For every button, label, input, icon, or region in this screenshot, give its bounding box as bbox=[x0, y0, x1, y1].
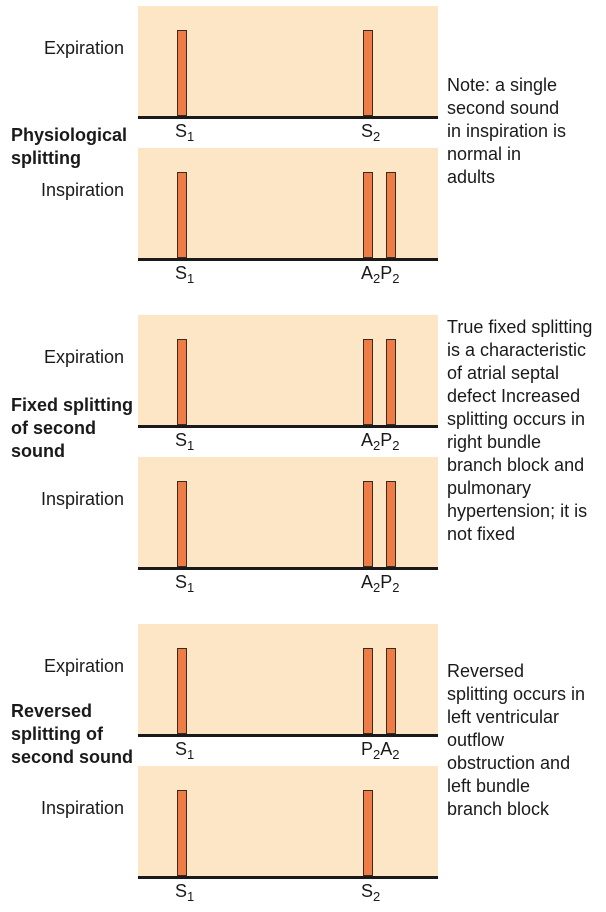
s2-label-reversed-expiration-letter: A bbox=[380, 739, 393, 759]
s2-label-physiological-inspiration-letter: P bbox=[380, 263, 393, 283]
baseline-reversed-expiration bbox=[138, 734, 438, 737]
s1-label-physiological-inspiration-letter: S bbox=[175, 263, 188, 283]
s1-bar-physiological-expiration bbox=[177, 30, 187, 116]
s1-label-fixed-inspiration-letter: S bbox=[175, 572, 188, 592]
s2-label-physiological-inspiration-subscript: 2 bbox=[392, 271, 400, 286]
s2-label-fixed-inspiration-letter: A bbox=[361, 572, 374, 592]
s1-label-physiological-expiration-letter: S bbox=[175, 121, 188, 141]
baseline-physiological-expiration bbox=[138, 116, 438, 119]
section-note-physiological: Note: a single second sound in inspirati… bbox=[447, 75, 567, 187]
s2-label-fixed-inspiration-letter: P bbox=[380, 572, 393, 592]
phase-label-physiological-expiration: Expiration bbox=[43, 38, 124, 58]
s2-bar-fixed-inspiration-2 bbox=[386, 481, 396, 567]
section-title-fixed: Fixed splitting of second sound bbox=[11, 395, 134, 461]
baseline-fixed-expiration bbox=[138, 425, 438, 428]
s2-label-reversed-expiration-subscript: 2 bbox=[373, 747, 381, 762]
s2-label-fixed-expiration-subscript: 2 bbox=[392, 438, 400, 453]
s1-label-fixed-expiration-subscript: 1 bbox=[187, 438, 195, 453]
s1-label-fixed-expiration: S1 bbox=[175, 430, 195, 453]
s2-label-physiological-inspiration-letter: A bbox=[361, 263, 374, 283]
s2-bar-fixed-expiration-1 bbox=[363, 339, 373, 425]
s2-bar-fixed-expiration-2 bbox=[386, 339, 396, 425]
s2-bar-reversed-expiration-1 bbox=[363, 648, 373, 734]
s1-bar-reversed-inspiration bbox=[177, 790, 187, 876]
s2-bar-physiological-expiration-1 bbox=[363, 30, 373, 116]
s2-label-physiological-inspiration: A2P2 bbox=[361, 263, 400, 286]
s2-bar-reversed-inspiration-1 bbox=[363, 790, 373, 876]
section-note-fixed: True fixed splitting is a characteristic… bbox=[447, 317, 593, 544]
phase-label-reversed-expiration: Expiration bbox=[43, 656, 124, 676]
phase-label-fixed-inspiration: Inspiration bbox=[40, 489, 124, 509]
phase-label-reversed-inspiration: Inspiration bbox=[40, 798, 124, 818]
s1-label-reversed-inspiration-letter: S bbox=[175, 881, 188, 901]
s2-bar-reversed-expiration-2 bbox=[386, 648, 396, 734]
s2-label-reversed-expiration-letter: P bbox=[361, 739, 374, 759]
section-title-physiological: Physiological splitting bbox=[11, 125, 128, 168]
s2-label-reversed-inspiration-subscript: 2 bbox=[373, 889, 381, 904]
panel-physiological-expiration bbox=[138, 6, 438, 116]
s2-label-fixed-inspiration: A2P2 bbox=[361, 572, 400, 595]
panel-reversed-inspiration bbox=[138, 766, 438, 876]
s2-label-reversed-expiration: P2A2 bbox=[361, 739, 400, 762]
s2-label-fixed-expiration-subscript: 2 bbox=[373, 438, 381, 453]
s2-bar-physiological-inspiration-2 bbox=[386, 172, 396, 258]
s2-label-fixed-inspiration-subscript: 2 bbox=[392, 580, 400, 595]
section-title-reversed: Reversed splitting of second sound bbox=[11, 701, 134, 767]
s2-label-reversed-expiration-subscript: 2 bbox=[392, 747, 400, 762]
s2-label-physiological-inspiration-subscript: 2 bbox=[373, 271, 381, 286]
s2-label-fixed-expiration-letter: A bbox=[361, 430, 374, 450]
s2-label-physiological-expiration-subscript: 2 bbox=[373, 129, 381, 144]
s1-bar-reversed-expiration bbox=[177, 648, 187, 734]
s1-label-fixed-inspiration-subscript: 1 bbox=[187, 580, 195, 595]
s1-label-reversed-expiration-letter: S bbox=[175, 739, 188, 759]
s2-label-physiological-expiration-letter: S bbox=[361, 121, 374, 141]
s2-bar-physiological-inspiration-1 bbox=[363, 172, 373, 258]
s1-label-reversed-inspiration-subscript: 1 bbox=[187, 889, 195, 904]
section-note-reversed: Reversed splitting occurs in left ventri… bbox=[447, 661, 586, 819]
s1-label-fixed-expiration-letter: S bbox=[175, 430, 188, 450]
s1-label-physiological-inspiration-subscript: 1 bbox=[187, 271, 195, 286]
s2-label-reversed-inspiration: S2 bbox=[361, 881, 381, 904]
s1-bar-fixed-expiration bbox=[177, 339, 187, 425]
s2-bar-fixed-inspiration-1 bbox=[363, 481, 373, 567]
s2-label-reversed-inspiration-letter: S bbox=[361, 881, 374, 901]
s1-label-physiological-inspiration: S1 bbox=[175, 263, 195, 286]
s1-label-physiological-expiration-subscript: 1 bbox=[187, 129, 195, 144]
s1-label-reversed-expiration-subscript: 1 bbox=[187, 747, 195, 762]
baseline-fixed-inspiration bbox=[138, 567, 438, 570]
phase-label-physiological-inspiration: Inspiration bbox=[40, 180, 124, 200]
s2-label-fixed-expiration: A2P2 bbox=[361, 430, 400, 453]
s2-label-physiological-expiration: S2 bbox=[361, 121, 381, 144]
s2-label-fixed-expiration-letter: P bbox=[380, 430, 393, 450]
phase-label-fixed-expiration: Expiration bbox=[43, 347, 124, 367]
baseline-reversed-inspiration bbox=[138, 876, 438, 879]
s1-label-physiological-expiration: S1 bbox=[175, 121, 195, 144]
s1-label-fixed-inspiration: S1 bbox=[175, 572, 195, 595]
s1-label-reversed-inspiration: S1 bbox=[175, 881, 195, 904]
s1-bar-fixed-inspiration bbox=[177, 481, 187, 567]
s2-label-fixed-inspiration-subscript: 2 bbox=[373, 580, 381, 595]
s1-bar-physiological-inspiration bbox=[177, 172, 187, 258]
s1-label-reversed-expiration: S1 bbox=[175, 739, 195, 762]
baseline-physiological-inspiration bbox=[138, 258, 438, 261]
